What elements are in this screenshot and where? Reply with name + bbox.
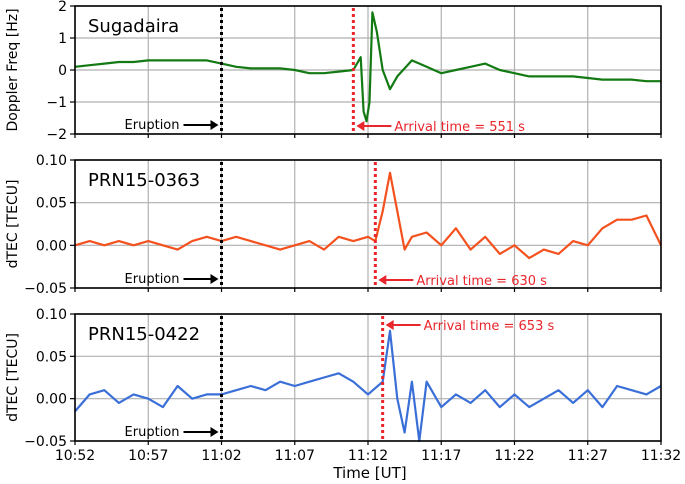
x-tick-label: 10:52 [55,448,95,464]
y-tick-label: 0.05 [36,196,67,212]
arrival-arrow-head [378,275,387,285]
series-line [74,329,662,443]
y-tick-label: 0.10 [36,307,67,323]
eruption-arrow-head [210,120,219,130]
panel-title: PRN15-0363 [88,170,200,191]
y-axis-label: dTEC [TECU] [5,333,21,422]
panel-prn15-0363: −0.05 0.00 0.05 0.10 Eruption Arrival time = … [5,153,662,297]
eruption-arrow-head [210,427,219,437]
x-tick-label: 11:07 [275,448,315,464]
y-axis-label: dTEC [TECU] [5,180,21,269]
y-tick-label: −0.05 [24,434,67,450]
y-tick-label: 0.00 [36,238,67,254]
y-tick-label: −2 [46,127,67,143]
x-tick-label: 10:57 [128,448,168,464]
y-axis-label: Doppler Freq [Hz] [5,8,21,131]
panel-title: PRN15-0422 [88,324,200,345]
y-tick-label: 0.00 [36,392,67,408]
y-tick-label: −0.05 [24,281,67,297]
panel-title: Sugadaira [88,16,179,37]
y-tick-label: 0.10 [36,153,67,169]
eruption-label: Eruption [125,272,180,287]
panel-prn15-0422: −0.05 0.00 0.05 0.10 Eruption Arrival time = … [5,307,662,450]
y-tick-label: −1 [46,95,67,111]
arrival-arrow-head [385,320,394,330]
arrival-label: Arrival time = 653 s [424,319,555,334]
arrival-label: Arrival time = 551 s [394,120,525,135]
series-line [74,11,661,123]
x-tick-label: 11:32 [641,448,681,464]
eruption-arrow-head [210,274,219,284]
arrival-label: Arrival time = 630 s [416,274,547,289]
eruption-label: Eruption [125,425,180,440]
y-tick-label: 0 [58,63,67,79]
y-tick-label: 2 [58,0,67,15]
x-tick-label: 11:12 [348,448,388,464]
eruption-label: Eruption [125,118,180,133]
y-tick-label: 1 [58,31,67,47]
arrival-arrow-head [356,121,365,131]
panel-sugadaira: −2 −1 0 1 2 Eruption Arrival time = 551 s Sugad… [5,0,662,143]
x-tick-label: 11:17 [421,448,461,464]
x-tick-label: 11:27 [568,448,608,464]
x-tick-label: 11:22 [494,448,534,464]
x-axis-label: Time [UT] [332,464,406,482]
x-tick-label: 11:02 [201,448,241,464]
series-line [74,171,662,260]
y-tick-label: 0.05 [36,349,67,365]
x-axis: 10:52 10:57 11:02 11:07 11:12 11:17 11:22 11:27… [55,448,681,464]
